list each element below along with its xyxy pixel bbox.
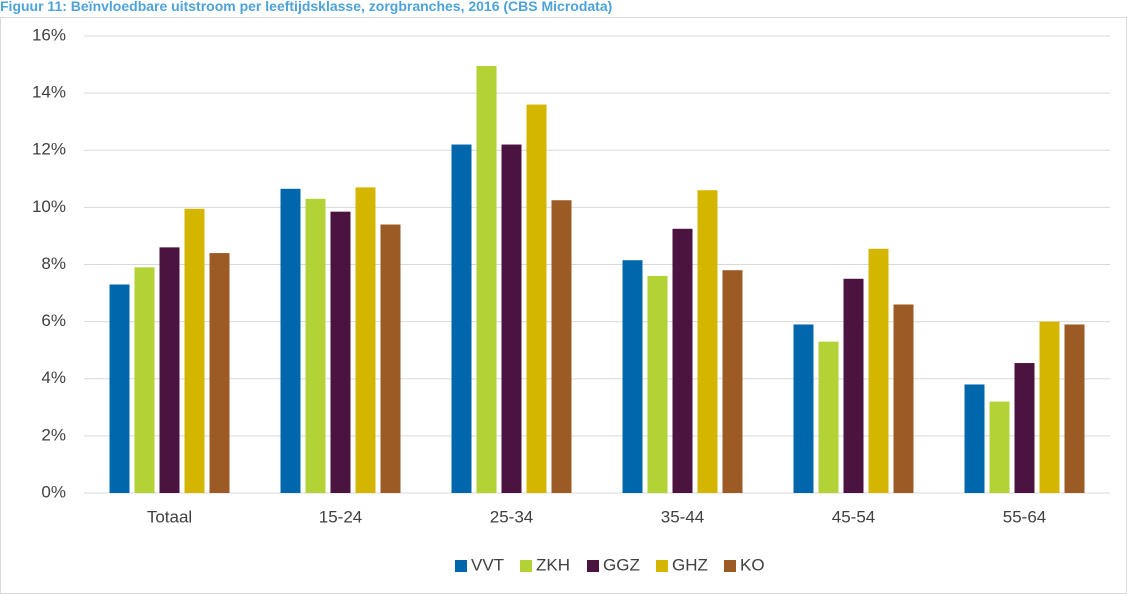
legend-label: VVT [471,555,504,574]
y-tick-label: 10% [32,197,66,216]
legend-swatch [656,560,668,572]
x-tick-label: Totaal [147,507,192,526]
bar [722,270,743,493]
y-tick-label: 6% [41,311,66,330]
x-tick-label: 15-24 [319,507,362,526]
x-tick-label: 45-54 [832,507,875,526]
bar [526,104,547,494]
legend-swatch [724,560,736,572]
bar [280,188,301,493]
bar [305,198,326,493]
legend-swatch [520,560,532,572]
legend-swatch [587,560,599,572]
chart-title: Figuur 11: Beïnvloedbare uitstroom per l… [0,0,612,14]
bar [843,278,864,493]
y-tick-label: 12% [32,140,66,159]
bar [1014,363,1035,493]
bar [622,260,643,493]
legend-swatch [455,560,467,572]
bar [1039,321,1060,493]
y-tick-label: 16% [32,25,66,44]
y-tick-label: 2% [41,425,66,444]
bar [893,304,914,493]
bar [501,144,522,493]
bar [551,200,572,493]
legend-label: KO [740,555,765,574]
bar [647,275,668,493]
bar [1064,324,1085,493]
legend-label: GHZ [672,555,708,574]
y-tick-label: 4% [41,368,66,387]
bar [209,253,230,493]
y-tick-label: 8% [41,254,66,273]
bar [134,267,155,493]
bar [330,211,351,494]
bar [697,190,718,494]
bar [964,384,985,493]
bar [451,144,472,493]
bar [476,65,497,493]
bar [159,247,180,493]
bar [355,187,376,493]
bar [672,228,693,493]
x-tick-label: 35-44 [661,507,704,526]
legend-label: ZKH [536,555,570,574]
y-tick-label: 0% [41,482,66,501]
bar [793,324,814,493]
legend-label: GGZ [603,555,640,574]
x-tick-label: 55-64 [1003,507,1046,526]
y-tick-label: 14% [32,83,66,102]
bar [184,208,205,493]
bar [868,248,889,493]
x-tick-label: 25-34 [490,507,533,526]
bar [818,341,839,493]
bar [380,224,401,493]
bar [109,284,130,493]
bar [989,401,1010,493]
